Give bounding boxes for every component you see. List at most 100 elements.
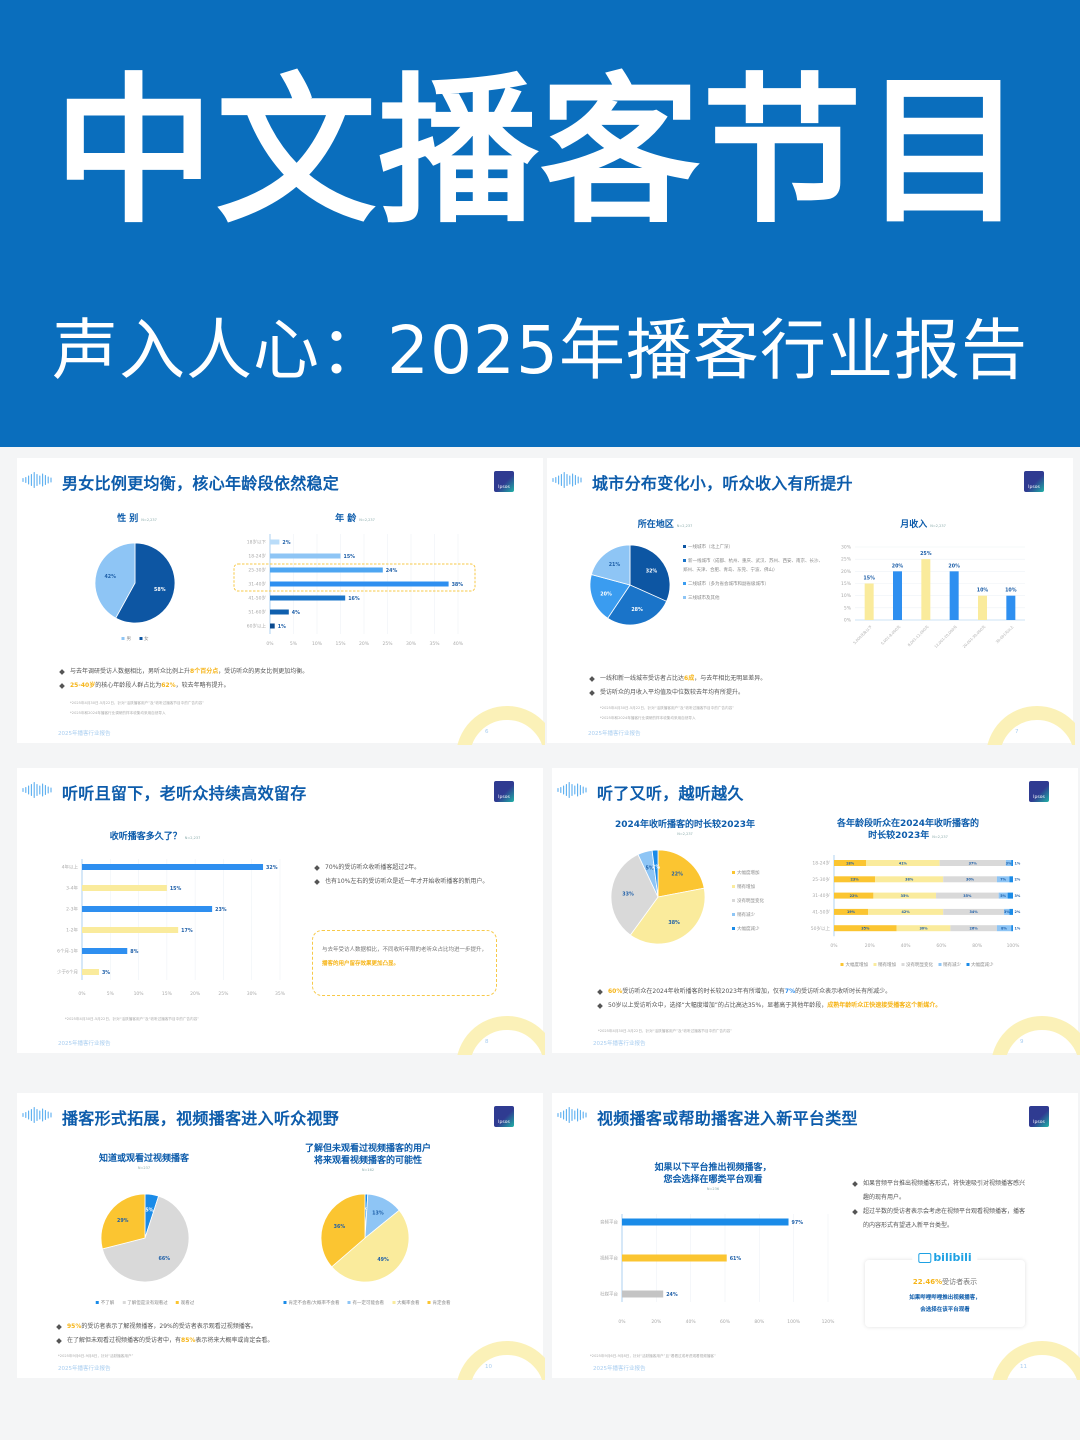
footnote: *2025年和2024年播客行业调研的样本收集均采用自然导入 bbox=[70, 711, 166, 715]
category-label: 31-40岁 bbox=[248, 581, 266, 588]
chart-title: 月收入 N=2,237 bbox=[900, 519, 946, 532]
axis-tick-label: 120% bbox=[822, 1319, 836, 1325]
pie-slice-label: 22% bbox=[671, 871, 683, 877]
segment-value-label: 35% bbox=[861, 927, 870, 931]
bar bbox=[270, 539, 280, 545]
axis-tick-label: 35% bbox=[275, 991, 286, 997]
chart-title-line: 如果以下平台推出视频播客， bbox=[654, 1162, 771, 1174]
legend-item: 稍有减少 bbox=[938, 962, 961, 968]
decorative-arc bbox=[457, 706, 545, 745]
slide-thumbnail[interactable]: 32% 28% 20% 21% 0% 5% 10% 15% 20% 25% 30% 15% 5,000元… bbox=[545, 455, 1075, 745]
axis-tick-label: 20% bbox=[841, 569, 852, 575]
chart-legend: 一线城市（北上广深） 新一线城市（成都、杭州、重庆、武汉、苏州、西安、南京、长沙、… bbox=[683, 543, 823, 608]
bar bbox=[978, 595, 987, 620]
legend-swatch bbox=[347, 1301, 351, 1304]
slide-footer: 2025年播客行业报告 bbox=[588, 731, 641, 737]
stacked-segment bbox=[896, 925, 951, 932]
pie-slice-label: 32% bbox=[646, 569, 658, 575]
chart-title-line: 性 别 N=2,237 bbox=[117, 513, 157, 526]
pie-slice bbox=[590, 544, 631, 586]
diamond-bullet-icon bbox=[589, 690, 595, 696]
axis-tick-label: 30% bbox=[406, 641, 417, 647]
text-segment: 受访听众在2024年收听播客的时长较2023年有所增加，仅有 bbox=[622, 988, 785, 995]
bar bbox=[82, 906, 213, 912]
legend-label: 稍有增加 bbox=[878, 963, 896, 968]
segment-value-label: 22% bbox=[850, 894, 859, 898]
chart-title-line: 收听播客多久了？ N=2,237 bbox=[110, 831, 201, 844]
category-label: 41-50岁 bbox=[248, 595, 266, 602]
bar-value-label: 38% bbox=[452, 582, 464, 588]
legend-swatch bbox=[683, 596, 686, 599]
pie-slice-label: 58% bbox=[154, 587, 166, 593]
axis-tick-label: 20% bbox=[359, 641, 370, 647]
category-label: 5,001-8,000元 bbox=[880, 625, 901, 646]
sample-size: N=237 bbox=[137, 1166, 151, 1170]
segment-value-label: 23% bbox=[851, 878, 860, 882]
stacked-segment bbox=[996, 925, 1012, 932]
axis-tick-label: 15% bbox=[841, 581, 852, 587]
legend-swatch bbox=[901, 963, 904, 966]
slide-graphics: 0% 5% 10% 15% 20% 25% 30% 35% 4年以上 32% 3-4年 15% 2-3年… bbox=[22, 781, 545, 1055]
pie-chart: 1%13% 49% 36% bbox=[320, 1193, 410, 1283]
slide-graphics: 0% 20% 40% 60% 80% 100% 120% 音频平台 97% 视频平台 61% 社媒平台… bbox=[557, 1106, 1080, 1380]
stacked-segment bbox=[943, 908, 1005, 915]
legend-item: 稍有减少 bbox=[732, 911, 792, 920]
bar bbox=[270, 567, 383, 573]
diamond-bullet-icon bbox=[59, 683, 65, 689]
category-label: 4年以上 bbox=[62, 864, 79, 871]
ipsos-logo: Ipsos bbox=[494, 781, 514, 802]
axis-tick-label: 25% bbox=[841, 557, 852, 563]
diamond-bullet-icon bbox=[56, 1324, 62, 1330]
chart-legend: 大幅度增加 稍有增加 没有明显变化 稍有减少 大幅度减少 bbox=[840, 962, 994, 968]
slide-thumbnail[interactable]: 5% 66% 29% 1% 13% 49% 36% 播客形式拓展，视频播客进入听众视野 Ipso… bbox=[15, 1090, 545, 1380]
category-label: 31-40岁 bbox=[812, 892, 830, 899]
bar-value-label: 32% bbox=[266, 865, 278, 871]
text-segment: 70%的受访听众收听播客超过2年。 bbox=[325, 864, 421, 871]
pie-slice bbox=[651, 849, 659, 898]
diamond-bullet-icon bbox=[59, 669, 65, 675]
segment-value-label: 19% bbox=[847, 910, 856, 914]
legend-label: 肯定会看 bbox=[432, 1301, 451, 1306]
chart-title-line: 将来观看视频播客的可能性 bbox=[305, 1155, 431, 1167]
bar-value-label: 4% bbox=[292, 610, 300, 616]
slide-thumbnail[interactable]: 0% 20% 40% 60% 80% 100% 120% 音频平台 97% 视频平台 61% 社媒平台… bbox=[550, 1090, 1080, 1380]
stacked-segment bbox=[1009, 908, 1013, 915]
text-segment: 受访听众的月收入平均值及中位数较去年均有所提升。 bbox=[600, 689, 745, 696]
sound-wave-icon bbox=[22, 471, 52, 489]
chart-title: 了解但未观看过视频播客的用户 将来观看视频播客的可能性 N=162 bbox=[305, 1143, 431, 1173]
slide-thumbnail[interactable]: 0% 5% 10% 15% 20% 25% 30% 35% 4年以上 32% 3-4年 15% 2-3年… bbox=[15, 765, 545, 1055]
segment-value-label: 1% bbox=[1015, 861, 1021, 865]
footnote: *2025年4月30日-5月22日，针对“活跃播客用户”及“收听过播客节目中的广… bbox=[65, 1017, 200, 1021]
axis-tick-label: 60% bbox=[720, 1319, 731, 1325]
bar-value-label: 23% bbox=[215, 907, 227, 913]
legend-item: 男 bbox=[121, 636, 131, 642]
bar bbox=[82, 948, 128, 954]
legend-item: 一线城市（北上广深） bbox=[683, 543, 823, 552]
axis-tick-label: 30% bbox=[247, 991, 258, 997]
pie-slice bbox=[589, 574, 631, 619]
slide-thumbnail[interactable]: 22% 38% 33% 5% 2% 0% 20% 40% 60% 80% 100% 18-24岁 18%… bbox=[550, 765, 1080, 1055]
bilibili-stat-line: 22.46%受访者表示 bbox=[865, 1277, 1025, 1287]
axis-tick-label: 40% bbox=[901, 943, 912, 949]
bar bbox=[82, 969, 99, 975]
page-number: 11 bbox=[1020, 1364, 1027, 1370]
legend-label: 观看过 bbox=[180, 1301, 195, 1306]
chart-title: 知道或观看过视频播客 N=237 bbox=[99, 1153, 189, 1171]
bilibili-stat: 22.46% bbox=[912, 1278, 943, 1286]
pie-slice-label: 33% bbox=[622, 892, 634, 898]
chart-title: 收听播客多久了？ N=2,237 bbox=[110, 831, 201, 844]
bilibili-line-2: 会选择在该平台观看 bbox=[920, 1307, 970, 1313]
legend-item: 稍有增加 bbox=[732, 883, 792, 892]
legend-label: 大幅度增加 bbox=[845, 963, 869, 968]
highlight-text: 62% bbox=[161, 682, 176, 689]
bar-value-label: 15% bbox=[344, 554, 356, 560]
bullet-list: 70%的受访听众收听播客超过2年。 也有10%左右的受访听众是近一年才开始收听播客… bbox=[314, 861, 495, 889]
chart-title-line: 2024年收听播客的时长较2023年 bbox=[615, 819, 755, 831]
slide-thumbnail[interactable]: 58% 42% 0% 5% 10% 15% 20% 25% 30% 35% 40% 18岁以下 2% 18… bbox=[15, 455, 545, 745]
legend-swatch bbox=[283, 1301, 287, 1304]
category-label: 25-30岁 bbox=[248, 567, 266, 574]
sample-size: N=2,237 bbox=[184, 836, 201, 840]
legend-item: 肯定不会看/大概率不会看 bbox=[283, 1300, 340, 1306]
text-segment: 超过半数的受访者表示会考虑在视频平台观看视频播客，播客的内容形式有望进入新平台类… bbox=[863, 1208, 1026, 1229]
pie-slice-label: 13% bbox=[372, 1210, 384, 1216]
